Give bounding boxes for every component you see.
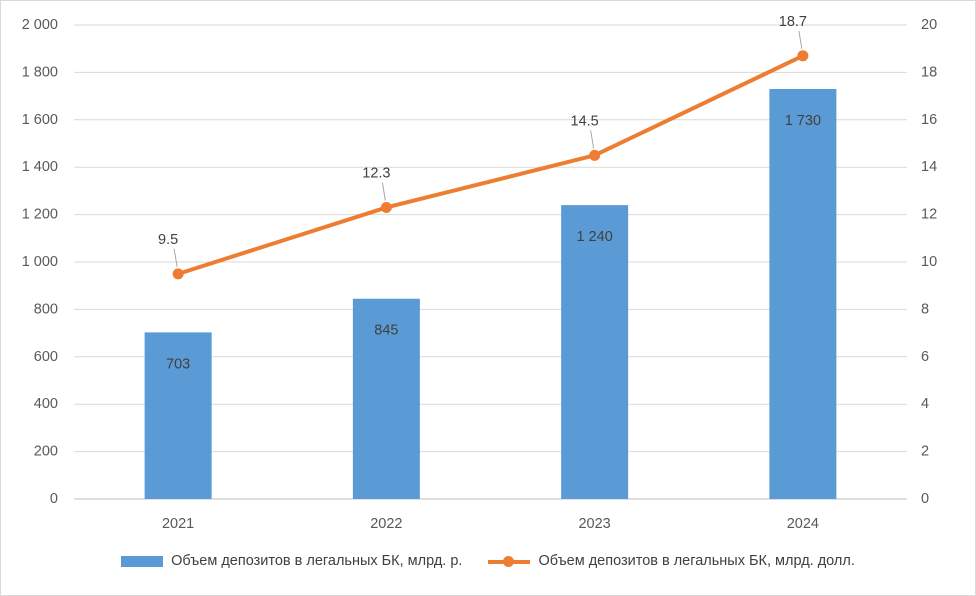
y-left-tick-label: 1 000 (22, 254, 58, 270)
line-point (380, 201, 392, 213)
legend: Объем депозитов в легальных БК, млрд. р.… (1, 553, 975, 569)
line-data-label: 9.5 (158, 232, 178, 248)
x-tick-label: 2024 (787, 516, 819, 532)
line-data-label: 14.5 (571, 113, 599, 129)
x-tick-label: 2021 (162, 516, 194, 532)
y-right-tick-label: 8 (921, 301, 929, 317)
data-label-leader (590, 130, 595, 149)
bar-data-label: 1 730 (785, 113, 821, 129)
bar (144, 332, 212, 499)
x-tick-label: 2022 (370, 516, 402, 532)
data-label-leader (798, 30, 803, 49)
line-point (797, 50, 809, 62)
y-left-tick-label: 1 800 (22, 64, 58, 80)
line-point (589, 149, 601, 161)
line-data-label: 18.7 (779, 14, 807, 30)
y-left-tick-label: 200 (34, 444, 58, 460)
y-right-tick-label: 12 (921, 207, 937, 223)
bar-data-label: 703 (166, 356, 190, 372)
bar (561, 205, 629, 499)
series-line (176, 53, 805, 276)
y-right-tick-label: 10 (921, 254, 937, 270)
line-point (172, 268, 184, 280)
bar (769, 88, 837, 500)
y-left-tick-label: 1 400 (22, 159, 58, 175)
legend-item-bars: Объем депозитов в легальных БК, млрд. р. (121, 553, 462, 569)
legend-line-swatch (488, 555, 531, 567)
y-right-tick-label: 2 (921, 444, 929, 460)
legend-bars-label: Объем депозитов в легальных БК, млрд. р. (171, 553, 463, 569)
data-label-leader (173, 248, 178, 267)
y-left-tick-label: 1 200 (22, 207, 58, 223)
y-left-tick-label: 0 (50, 491, 58, 507)
legend-line-label: Объем депозитов в легальных БК, млрд. до… (538, 553, 855, 569)
y-left-tick-label: 800 (34, 301, 58, 317)
y-right-tick-label: 20 (921, 17, 937, 33)
y-right-tick-label: 18 (921, 64, 937, 80)
y-right-tick-label: 0 (921, 491, 929, 507)
y-left-tick-label: 400 (34, 396, 58, 412)
line-data-label: 12.3 (362, 165, 390, 181)
bar (352, 298, 420, 499)
bar-data-label: 1 240 (576, 229, 612, 245)
legend-item-line: Объем депозитов в легальных БК, млрд. до… (488, 553, 855, 569)
y-right-tick-label: 4 (921, 396, 929, 412)
legend-bar-swatch (121, 555, 164, 567)
bar-data-label: 845 (374, 323, 398, 339)
y-left-tick-label: 600 (34, 349, 58, 365)
data-label-leader (381, 182, 386, 201)
x-tick-label: 2023 (578, 516, 610, 532)
y-right-tick-label: 14 (921, 159, 937, 175)
y-right-tick-label: 6 (921, 349, 929, 365)
y-left-tick-label: 2 000 (22, 17, 58, 33)
y-left-tick-label: 1 600 (22, 112, 58, 128)
y-right-tick-label: 16 (921, 112, 937, 128)
